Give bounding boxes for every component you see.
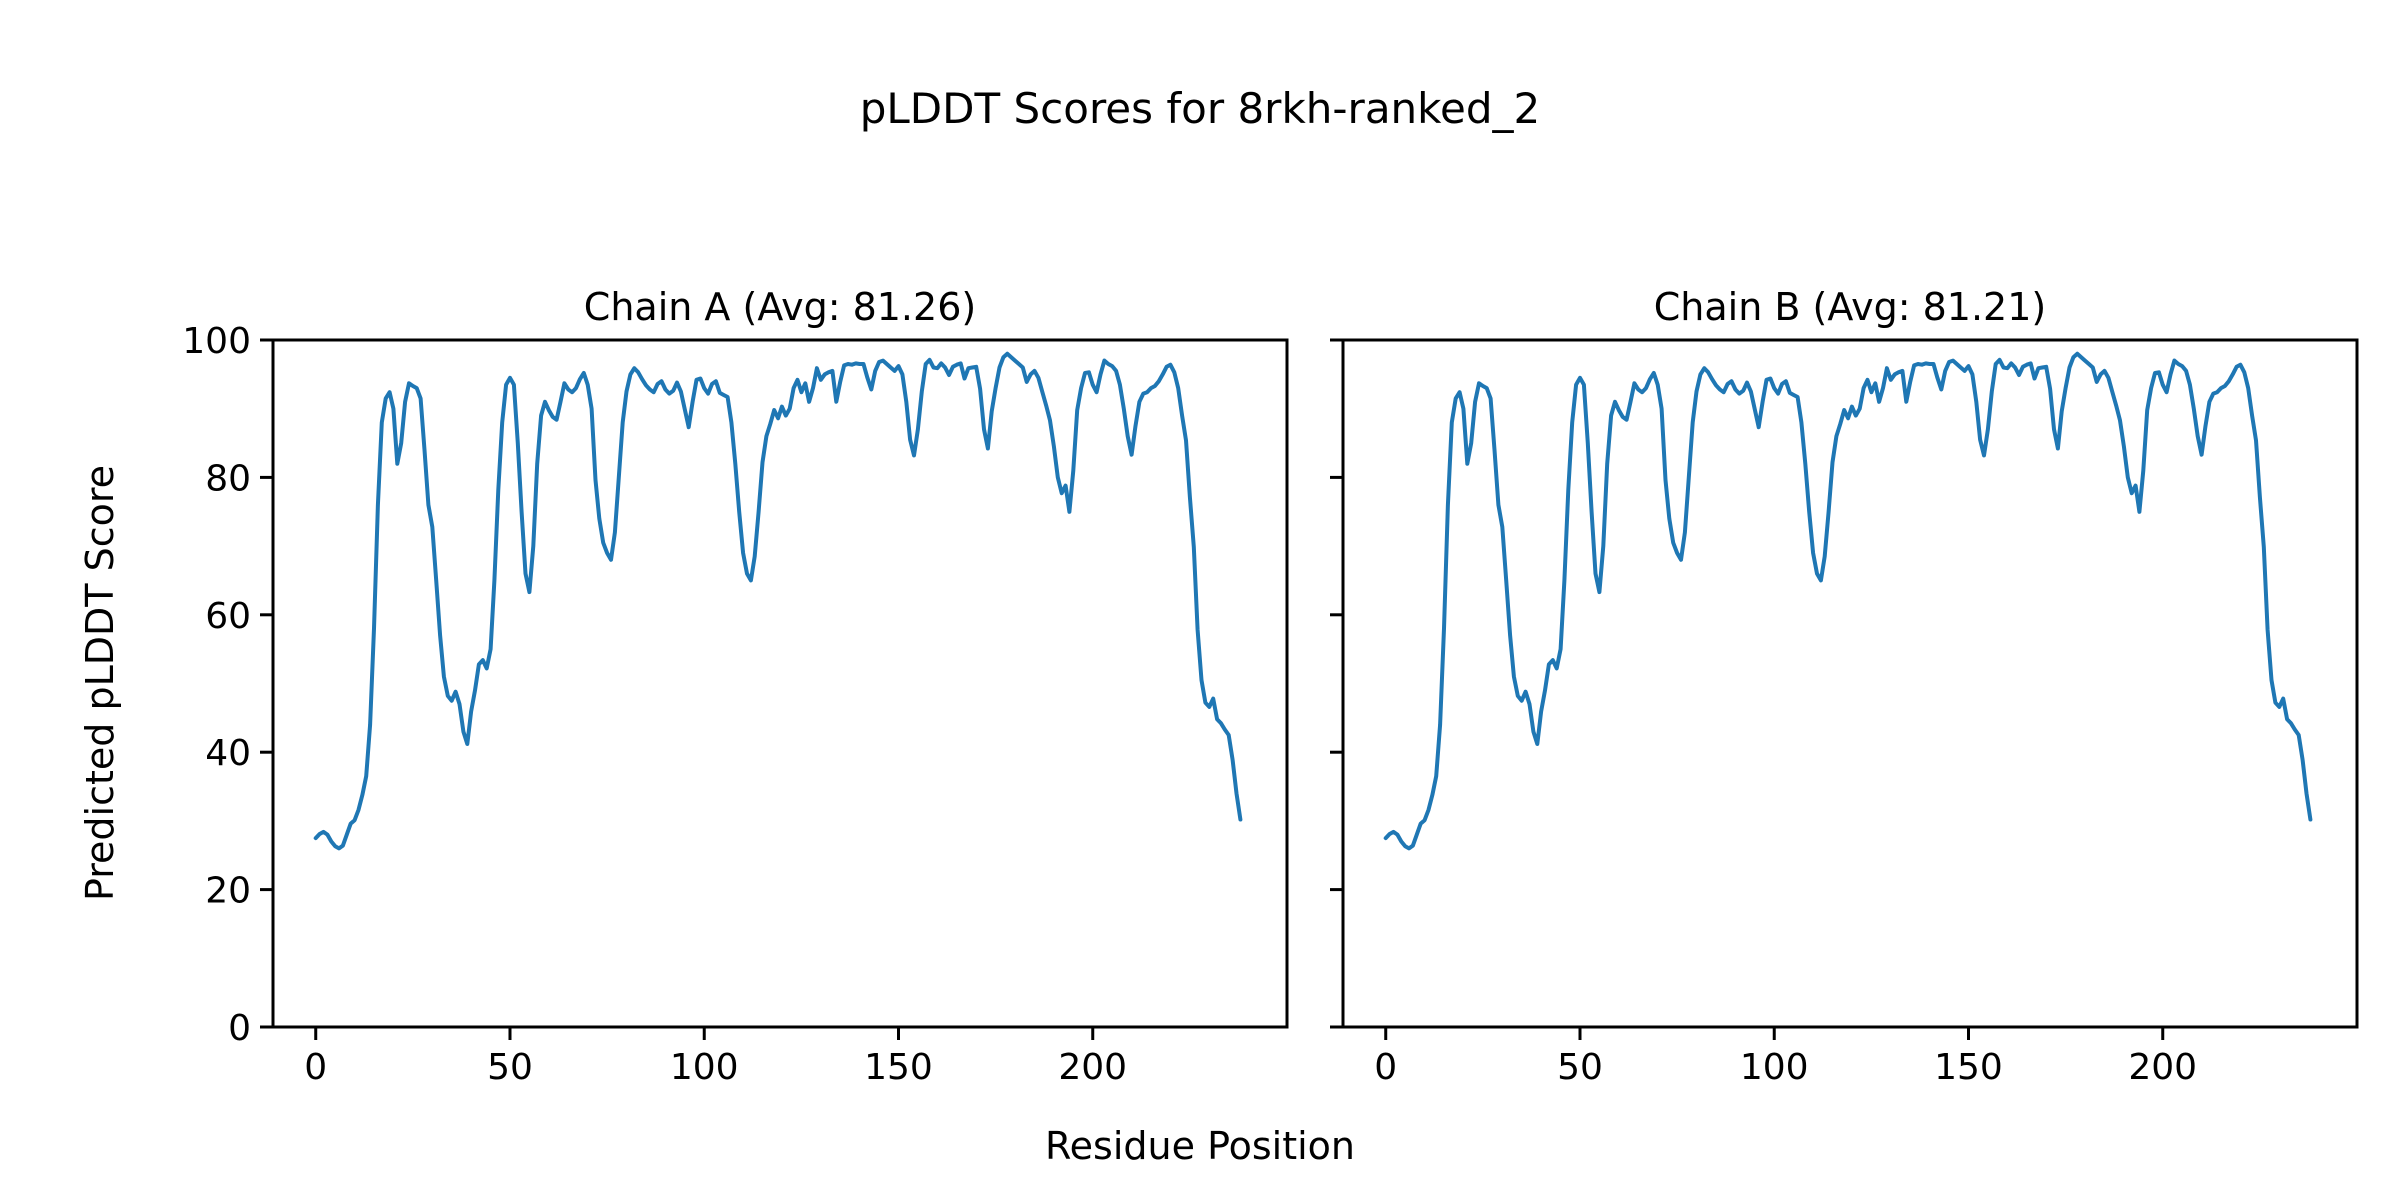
y-tick-label: 20 <box>205 871 251 912</box>
x-tick-label: 200 <box>2128 1047 2197 1088</box>
x-tick-label: 0 <box>304 1047 327 1088</box>
x-tick-label: 100 <box>670 1047 739 1088</box>
y-axis-label: Predicted pLDDT Score <box>78 465 122 901</box>
subplot-chain-b: Chain B (Avg: 81.21) 0 50 100 150 200 <box>1330 286 2359 1088</box>
x-tick-label: 50 <box>1557 1047 1603 1088</box>
axes-frame <box>271 338 1289 1029</box>
subplot-chain-a: Chain A (Avg: 81.26) 0 50 100 150 200 0 20 40 60… <box>182 286 1289 1088</box>
x-axis-label: Residue Position <box>1044 1124 1356 1168</box>
subplot-chain-a-title: Chain A (Avg: 81.26) <box>583 285 977 329</box>
x-tick-label: 200 <box>1058 1047 1127 1088</box>
chain-a-chart: 0 50 100 150 200 0 20 40 60 80 100 <box>182 321 1289 1088</box>
subplot-chain-b-title: Chain B (Avg: 81.21) <box>1653 285 2047 329</box>
y-tick-label: 100 <box>182 321 251 362</box>
x-tick-label: 50 <box>487 1047 533 1088</box>
plddt-line <box>313 351 1243 851</box>
y-tick-label: 60 <box>205 596 251 637</box>
x-tick-label: 0 <box>1374 1047 1397 1088</box>
x-tick-label: 100 <box>1740 1047 1809 1088</box>
x-tick-label: 150 <box>864 1047 933 1088</box>
y-tick-label: 80 <box>205 458 251 499</box>
plddt-line <box>1383 351 2313 851</box>
y-tick-label: 40 <box>205 733 251 774</box>
chain-b-chart: 0 50 100 150 200 <box>1330 338 2359 1088</box>
figure-title: pLDDT Scores for 8rkh-ranked_2 <box>859 84 1541 133</box>
axes-frame <box>1341 338 2359 1029</box>
x-tick-label: 150 <box>1934 1047 2003 1088</box>
y-tick-label: 0 <box>228 1008 251 1049</box>
